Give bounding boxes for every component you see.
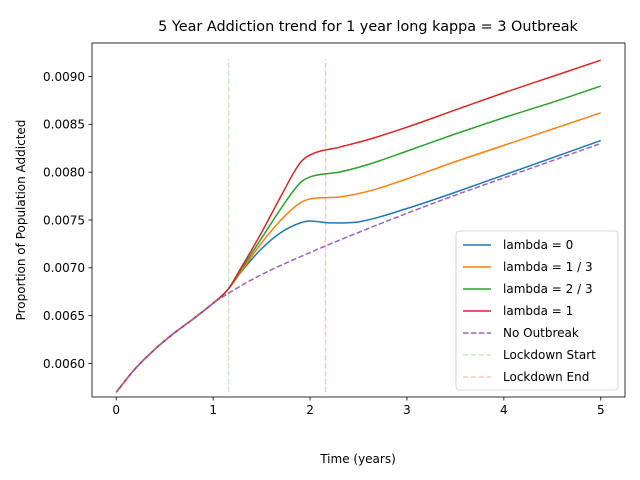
legend-label: Lockdown Start (503, 348, 596, 362)
x-tick-label: 5 (597, 403, 605, 417)
y-tick-label: 0.0085 (43, 118, 85, 132)
legend-label: lambda = 2 / 3 (503, 282, 593, 296)
x-tick-label: 1 (209, 403, 217, 417)
legend-label: lambda = 1 / 3 (503, 260, 593, 274)
x-tick-label: 3 (403, 403, 411, 417)
series-lines (115, 59, 602, 393)
y-tick-label: 0.0065 (43, 309, 85, 323)
y-axis-label: Proportion of Population Addicted (14, 120, 28, 321)
x-axis-label: Time (years) (319, 452, 396, 466)
y-tick-label: 0.0075 (43, 213, 85, 227)
x-tick-label: 4 (500, 403, 508, 417)
y-axis: 0.0060 0.0065 0.0070 0.0075 0.0080 0.0085 0.00… (43, 70, 92, 371)
legend-label: No Outbreak (503, 326, 579, 340)
series-line-4 (115, 142, 602, 393)
chart-title: 5 Year Addiction trend for 1 year long k… (158, 19, 578, 35)
y-tick-label: 0.0090 (43, 70, 85, 84)
legend: lambda = 0 lambda = 1 / 3 lambda = 2 / 3 la… (455, 230, 619, 391)
legend-label: lambda = 1 (503, 304, 573, 318)
legend-label: Lockdown End (503, 370, 589, 384)
legend-frame (455, 230, 619, 391)
legend-label: lambda = 0 (503, 238, 573, 252)
y-tick-label: 0.0060 (43, 357, 85, 371)
y-tick-label: 0.0080 (43, 165, 85, 179)
x-tick-label: 0 (112, 403, 120, 417)
x-tick-label: 2 (306, 403, 314, 417)
y-tick-label: 0.0070 (43, 261, 85, 275)
x-axis: 0 1 2 3 4 5 (112, 397, 605, 417)
